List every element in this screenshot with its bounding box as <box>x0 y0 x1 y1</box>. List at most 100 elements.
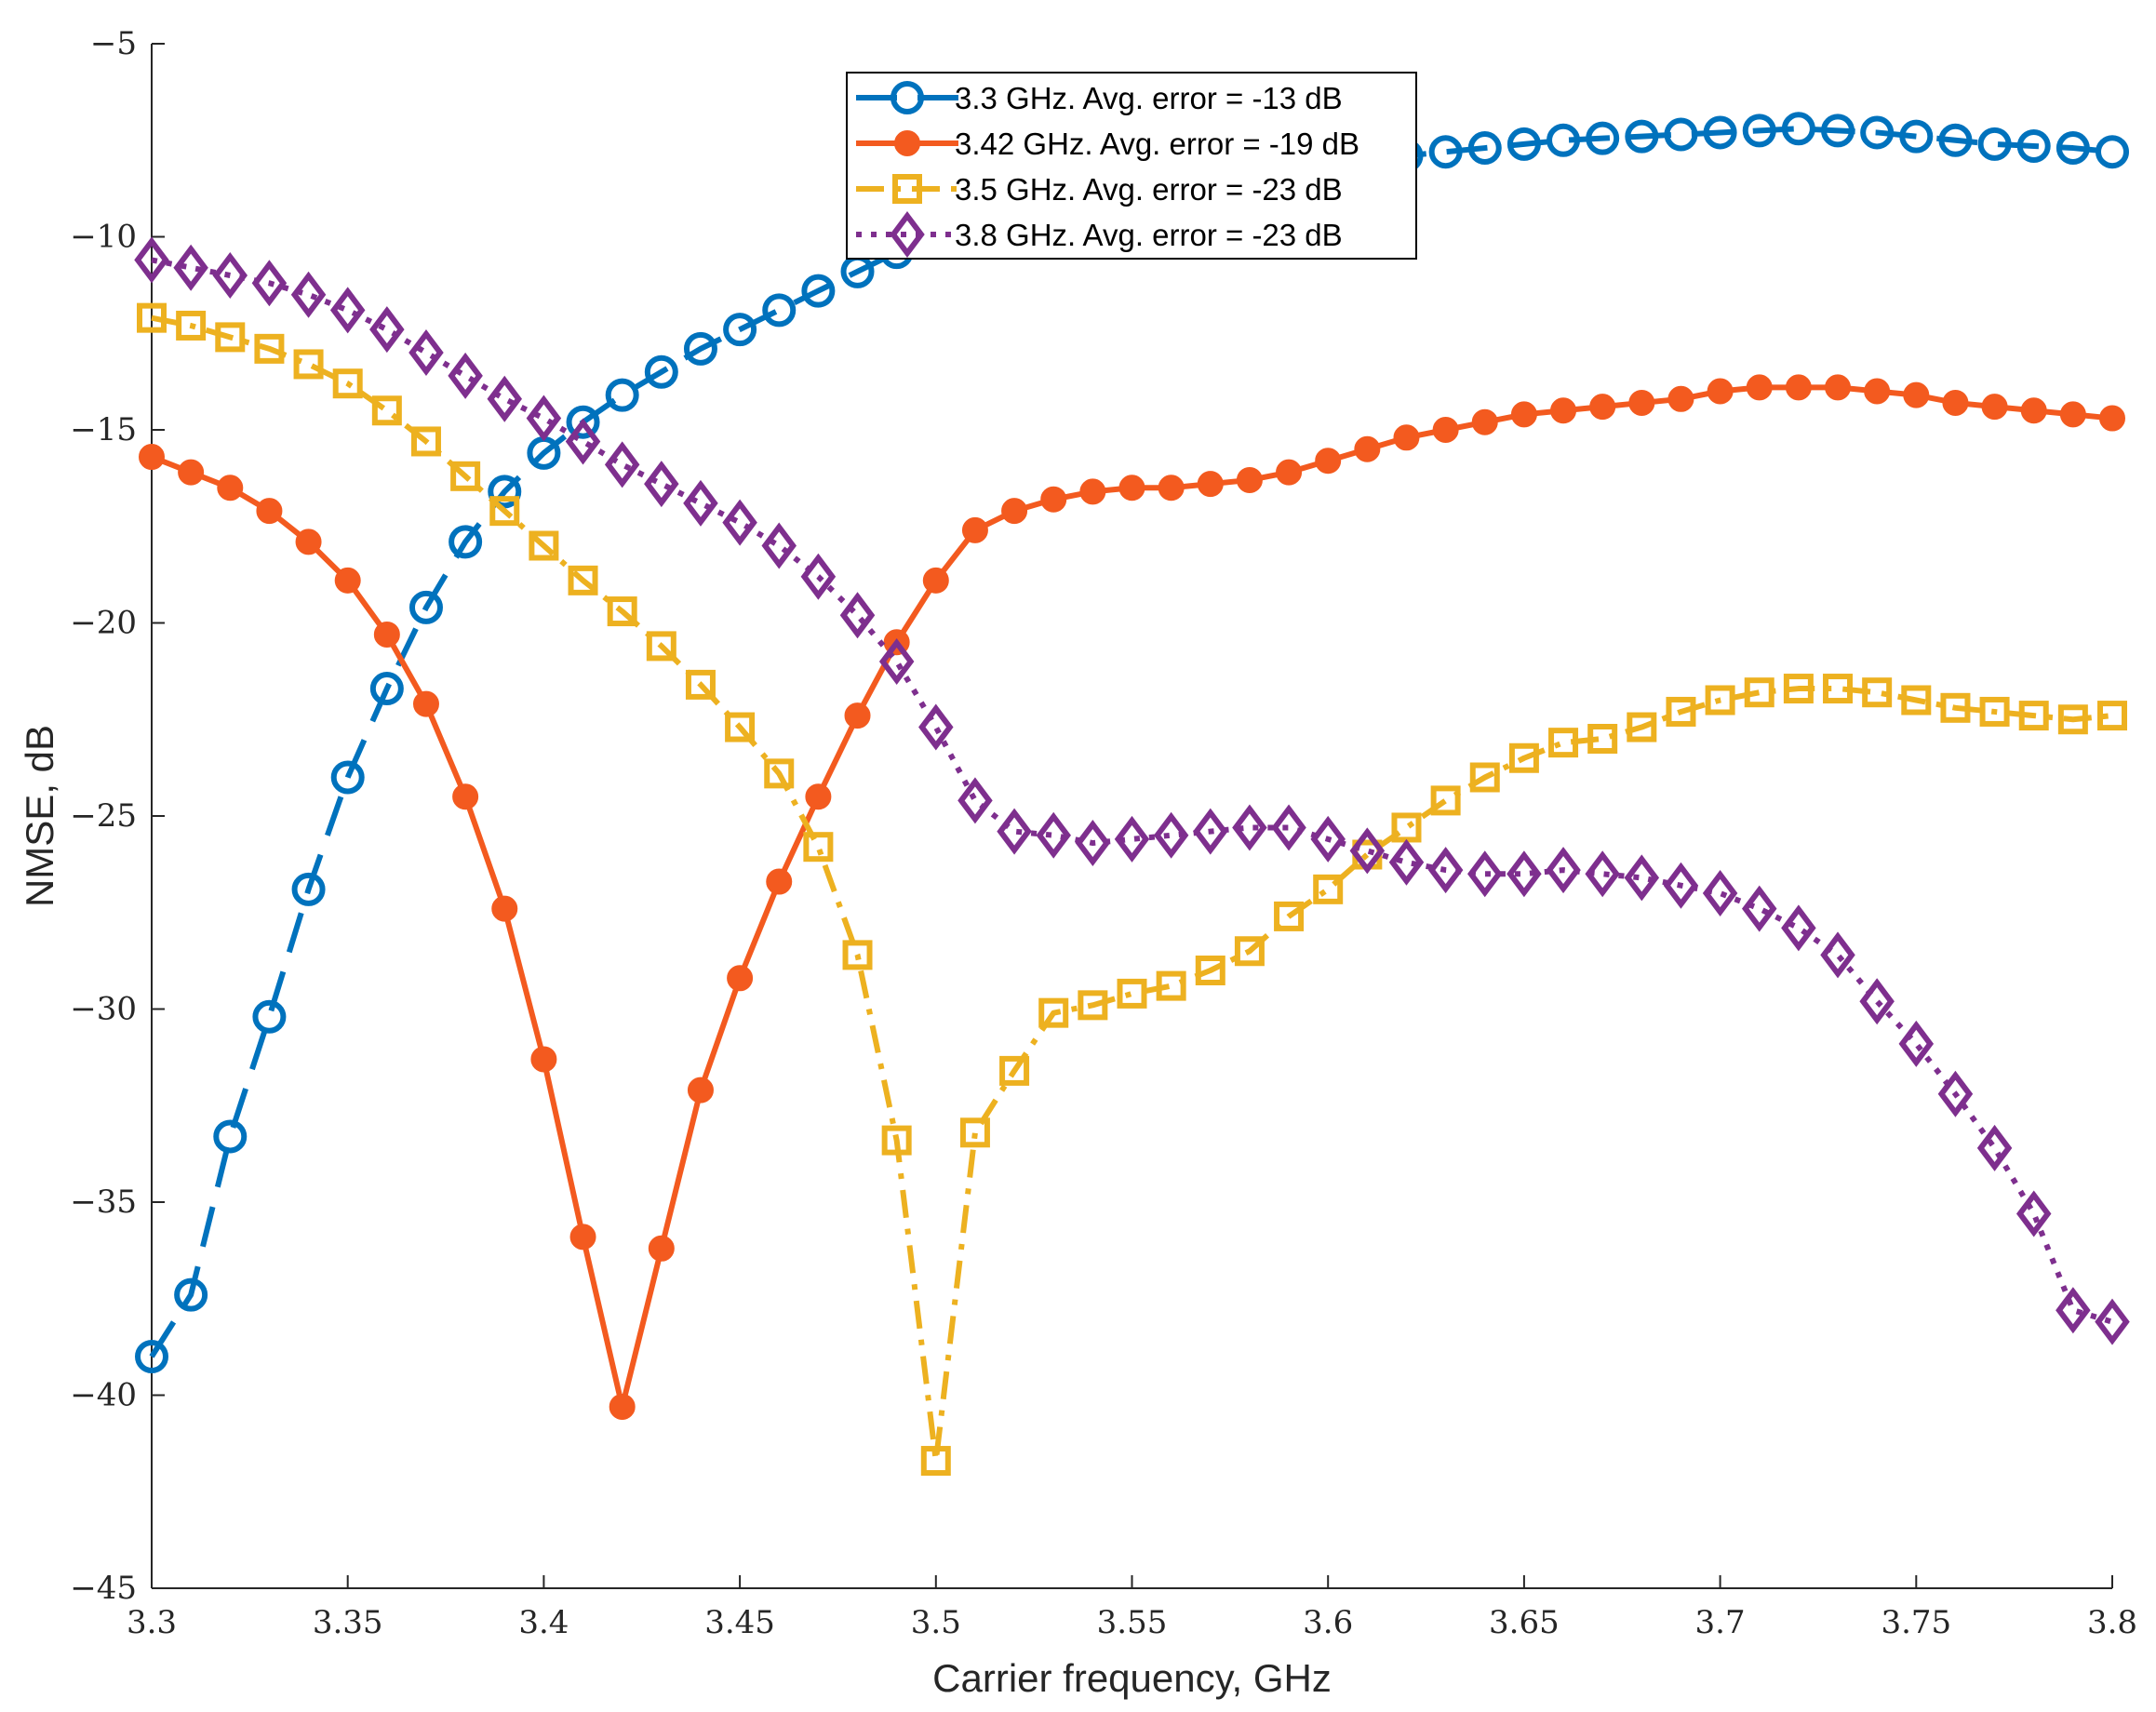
series-2-point <box>1746 374 1773 401</box>
series-1-point <box>174 1277 208 1312</box>
series-2-point <box>648 1235 675 1262</box>
series-3-point <box>371 395 402 426</box>
series-2-point <box>687 1077 714 1103</box>
series-4-point <box>1898 1020 1935 1067</box>
series-4-line <box>151 257 2113 1325</box>
legend-box <box>846 72 1417 260</box>
series-4-point <box>1859 978 1895 1025</box>
series-4-point <box>800 553 837 600</box>
series-1-point <box>488 475 522 509</box>
y-tick-label: −20 <box>70 605 137 642</box>
series-3-point <box>529 530 559 561</box>
series-3-point <box>1469 762 1500 793</box>
series-1-point <box>1625 119 1659 154</box>
series-1-point <box>1899 119 1934 154</box>
series-3-point <box>1666 696 1696 727</box>
series-4-point <box>1702 870 1738 916</box>
series-2-point <box>1001 498 1028 525</box>
series-2-point <box>2059 401 2086 428</box>
series-3-point <box>2018 701 2049 731</box>
y-tick-label: −10 <box>70 219 137 256</box>
series-2-point <box>2099 405 2125 432</box>
series-3 <box>137 302 2127 1477</box>
series-1-point <box>135 1340 168 1373</box>
series-4-point <box>565 418 601 465</box>
series-2-point <box>1236 466 1263 493</box>
series-2-point <box>1432 417 1459 443</box>
series-1-point <box>1586 121 1620 155</box>
series-3-point <box>450 461 481 491</box>
y-tick-label: −40 <box>70 1377 137 1414</box>
series-3-point <box>999 1055 1030 1086</box>
series-2-point <box>961 516 988 543</box>
series-4-point <box>1976 1124 2013 1171</box>
series-1-point <box>605 378 639 412</box>
series-4-point <box>1310 815 1346 863</box>
y-tick-label: −25 <box>70 797 137 835</box>
series-4-point <box>369 306 405 354</box>
series-2-point <box>530 1046 557 1073</box>
series-3-point <box>685 669 716 700</box>
x-tick-label: 3.35 <box>313 1604 383 1641</box>
series-2-point <box>217 475 244 502</box>
series-3-point <box>1862 677 1893 708</box>
series-4-point <box>1036 811 1071 859</box>
series-1-point <box>1428 135 1463 169</box>
series-4-point <box>878 638 915 685</box>
series-2-point <box>1276 459 1303 486</box>
series-3-point <box>646 631 676 662</box>
x-tick-label: 3.8 <box>2087 1604 2137 1641</box>
series-1-point <box>1938 123 1973 157</box>
series-3-point <box>332 368 363 399</box>
series-4 <box>134 236 2130 1345</box>
series-3-point <box>1078 990 1108 1021</box>
series-4-point <box>957 777 993 824</box>
series-2-point <box>1471 408 1498 435</box>
series-3-point <box>2057 704 2088 735</box>
series-2-point <box>727 965 754 992</box>
series-2-point <box>452 783 479 810</box>
legend-marker <box>890 211 925 258</box>
legend-entry: 3.3 GHz. Avg. error = -13 dB <box>955 81 1343 115</box>
series-3-point <box>1508 742 1539 773</box>
series-3-point <box>1783 674 1814 704</box>
series-4-point <box>173 244 208 291</box>
series-1-point <box>330 760 365 795</box>
series-4-point <box>839 592 876 639</box>
x-tick-label: 3.7 <box>1695 1604 1746 1641</box>
series-4-point <box>604 441 640 488</box>
series-4-point <box>448 352 483 399</box>
series-3-point <box>842 940 873 970</box>
series-4-point <box>1193 808 1228 855</box>
series-2-point <box>1589 394 1616 421</box>
series-4-point <box>918 703 954 751</box>
x-tick-label: 3.75 <box>1881 1604 1951 1641</box>
series-4-point <box>722 499 757 546</box>
x-tick-label: 3.4 <box>518 1604 569 1641</box>
y-axis-label: NMSE, dB <box>18 725 61 907</box>
legend-entry: 3.42 GHz. Avg. error = -19 dB <box>955 127 1359 161</box>
x-tick-label: 3.3 <box>127 1604 177 1641</box>
series-1-point <box>1977 127 2012 161</box>
legend: 3.3 GHz. Avg. error = -13 dB 3.42 GHz. Av… <box>846 72 1417 260</box>
series-4-point <box>2015 1190 2052 1237</box>
series-4-point <box>329 287 366 334</box>
series-3-point <box>254 333 285 364</box>
series-4-point <box>290 271 327 318</box>
series-4-point <box>1075 820 1111 867</box>
series-4-point <box>1546 847 1581 894</box>
series-3-point <box>1979 696 2010 727</box>
series-1-line <box>149 126 2113 1358</box>
series-2-point <box>256 498 283 525</box>
series-1-point <box>408 590 443 624</box>
series-2-point <box>1864 378 1891 405</box>
series-3-point <box>410 426 441 457</box>
series-2-point <box>178 459 205 486</box>
series-4-point <box>1271 804 1306 851</box>
series-2-point <box>1785 374 1812 401</box>
series-4-point <box>1820 931 1855 979</box>
series-3-point <box>1313 874 1344 904</box>
legend-entry: 3.8 GHz. Avg. error = -23 dB <box>955 218 1343 252</box>
